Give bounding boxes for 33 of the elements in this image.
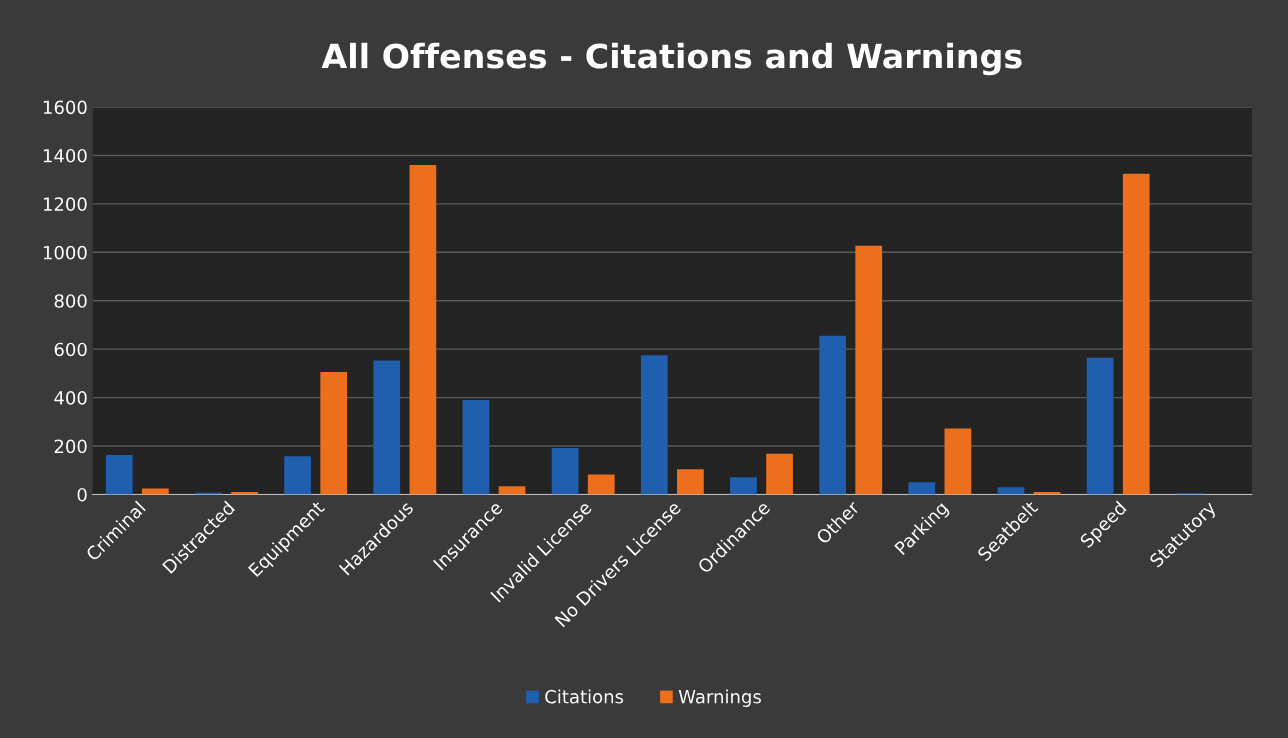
y-tick-label: 800 <box>54 294 87 308</box>
bar <box>284 456 311 495</box>
bar <box>409 164 437 495</box>
bar <box>640 355 668 495</box>
y-tick-label: 200 <box>54 439 87 454</box>
bar <box>462 400 490 495</box>
y-tick-label: 1000 <box>43 245 87 260</box>
bar <box>373 360 401 495</box>
y-tick-label: 1200 <box>43 197 87 211</box>
y-tick-label: 0 <box>77 487 87 502</box>
bar <box>105 454 133 495</box>
bar <box>320 371 348 495</box>
y-tick-label: 400 <box>54 391 87 405</box>
bar <box>997 487 1025 495</box>
bar <box>819 335 846 495</box>
chart-title: All Offenses - Citations and Warnings <box>321 42 1022 76</box>
bar <box>855 245 883 495</box>
y-tick-label: 600 <box>54 342 87 357</box>
bar <box>677 469 704 495</box>
bar <box>142 488 169 495</box>
legend-label: Citations <box>545 689 624 704</box>
bar <box>1122 173 1150 495</box>
bar <box>766 453 793 495</box>
legend-label: Warnings <box>678 689 761 707</box>
bar <box>908 482 936 495</box>
y-tick-label: 1600 <box>43 100 87 115</box>
y-tick-label: 1400 <box>43 148 87 163</box>
bar <box>551 447 579 495</box>
bar <box>587 474 615 495</box>
bar <box>944 428 972 495</box>
bar <box>730 477 757 495</box>
bar <box>498 486 526 495</box>
bar <box>1086 357 1114 495</box>
